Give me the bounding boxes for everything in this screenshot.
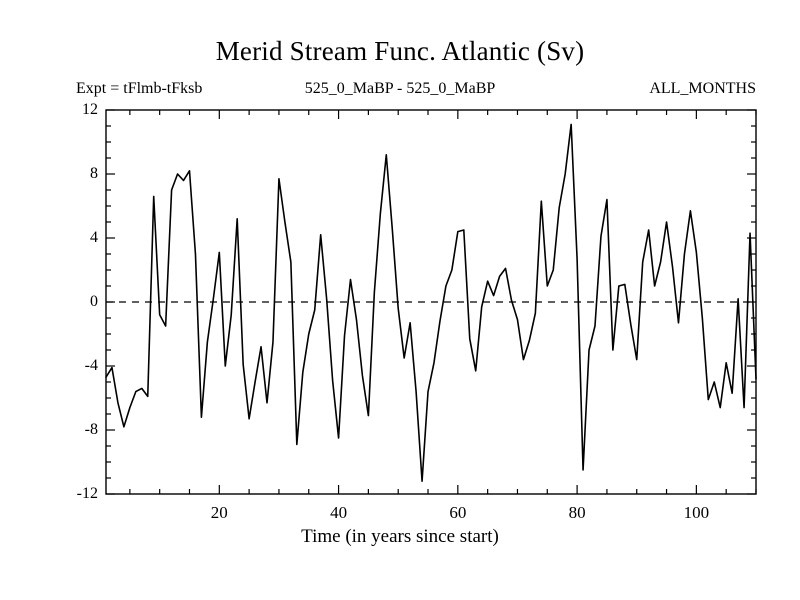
months-label: ALL_MONTHS: [649, 80, 756, 97]
y-tick-label: 0: [90, 293, 98, 310]
x-tick-label: 20: [210, 503, 228, 522]
axis-ticks: [106, 109, 757, 495]
x-tick-label: 40: [330, 503, 348, 522]
data-series: [105, 123, 757, 483]
y-tick-label: 4: [90, 229, 98, 246]
x-tick-label: 80: [568, 503, 586, 522]
x-axis-title: Time (in years since start): [301, 526, 499, 547]
y-tick-label: 12: [82, 101, 98, 118]
chart-title: Merid Stream Func. Atlantic (Sv): [215, 36, 585, 66]
x-tick-label: 60: [449, 503, 467, 522]
y-tick-label: -8: [84, 421, 98, 438]
period-label: 525_0_MaBP - 525_0_MaBP: [304, 80, 496, 97]
y-tick-label: -4: [84, 357, 98, 374]
y-tick-label: 8: [90, 165, 98, 182]
y-tick-label: -12: [76, 485, 98, 502]
x-tick-label: 100: [683, 503, 710, 522]
experiment-label: Expt = tFlmb-tFksb: [76, 80, 203, 97]
